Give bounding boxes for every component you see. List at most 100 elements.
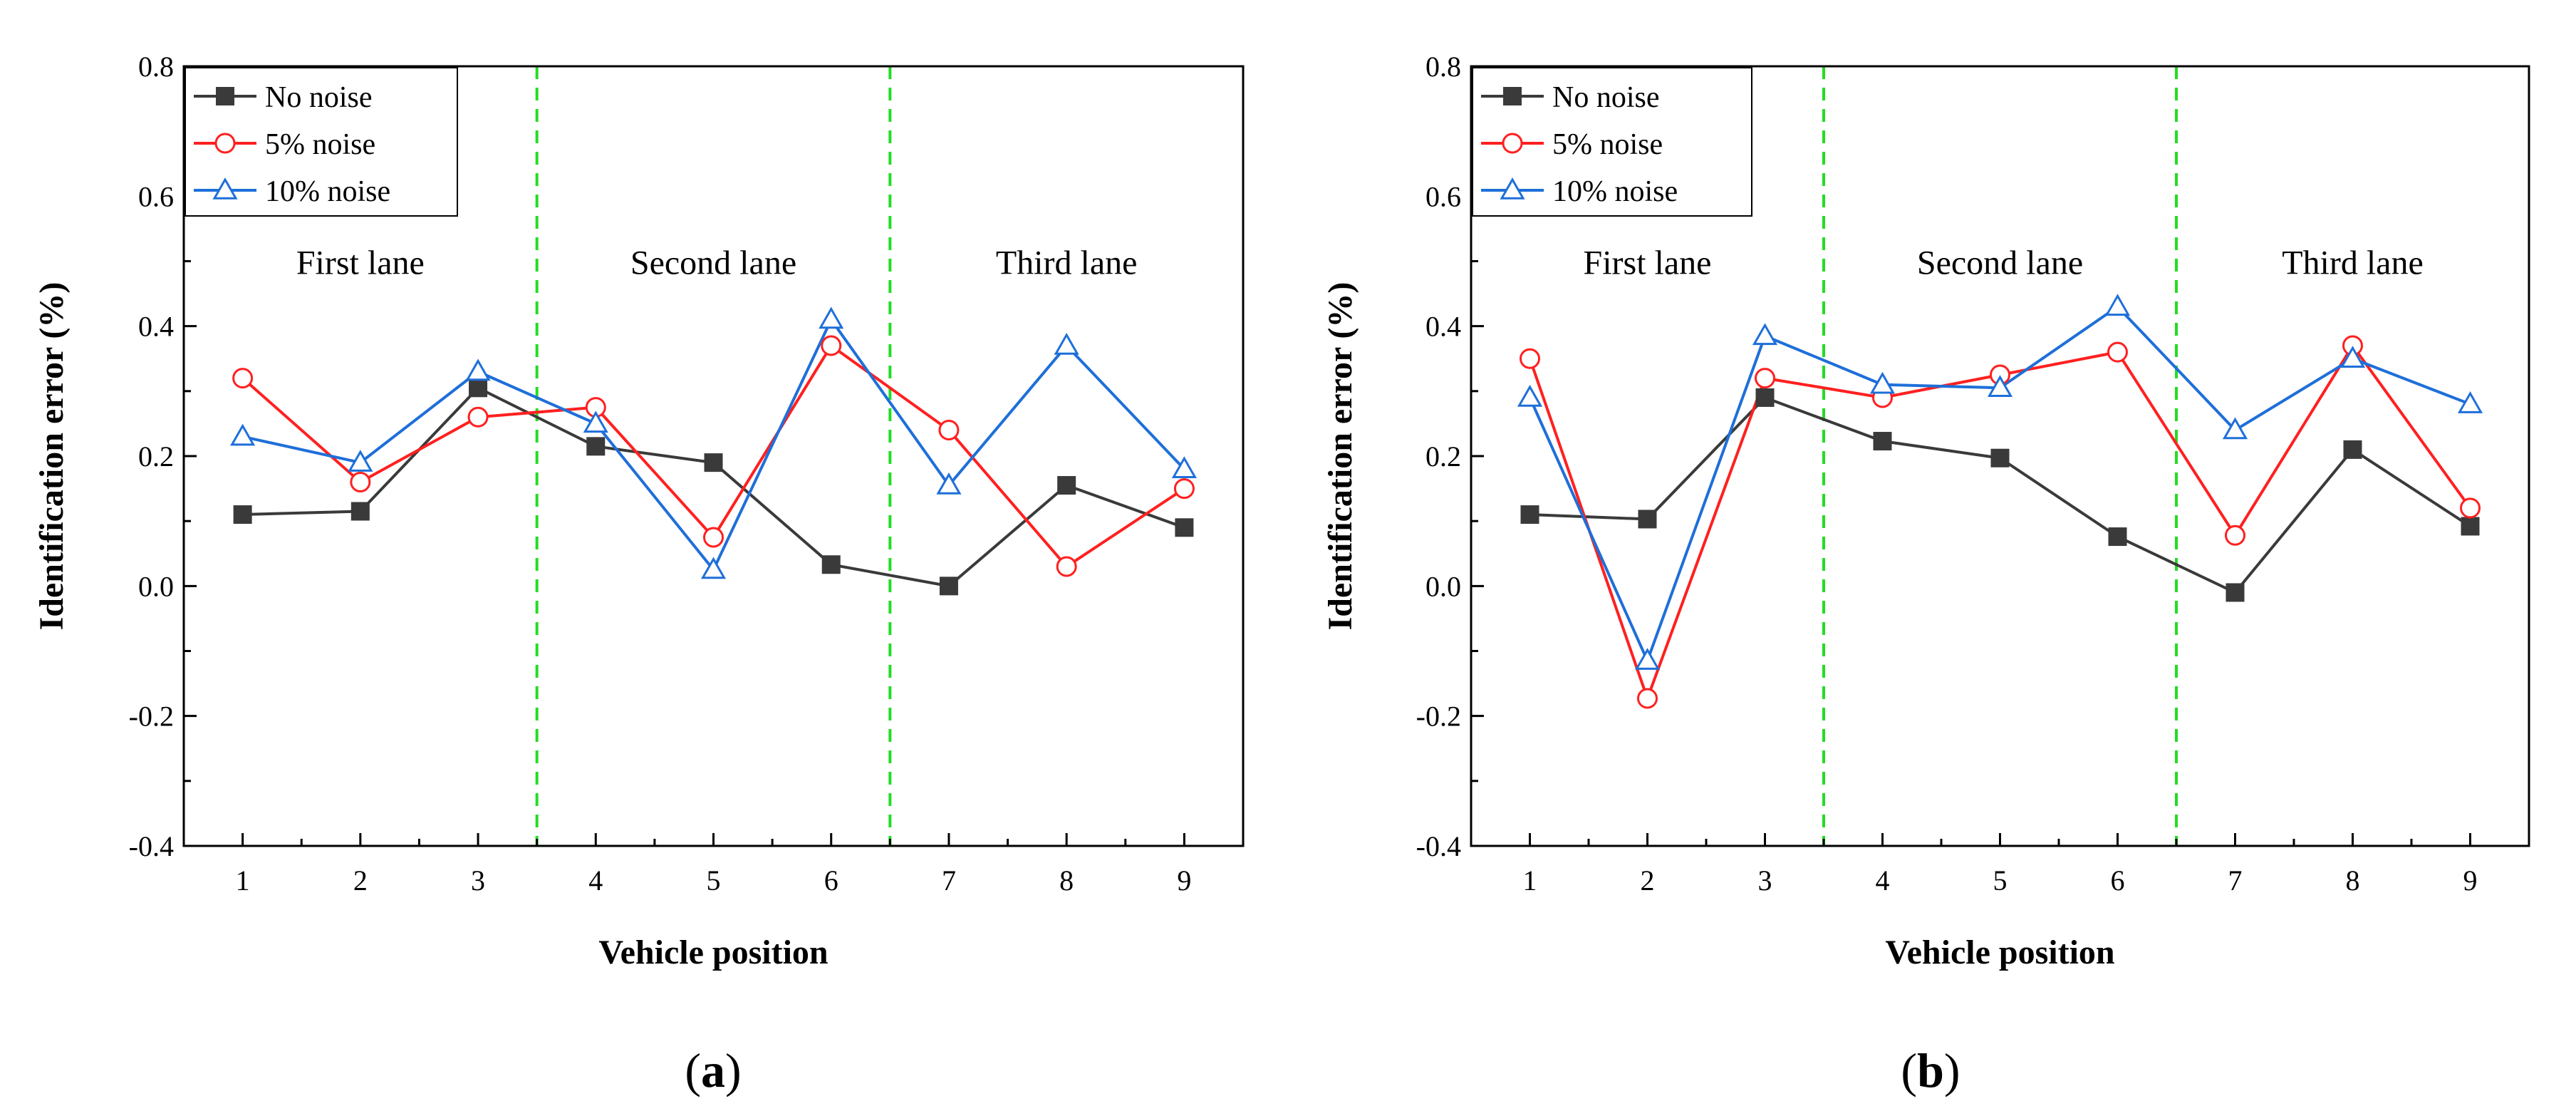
series-2-point-5 bbox=[703, 527, 724, 548]
series-line-2 bbox=[1528, 343, 2472, 703]
series-1-point-2 bbox=[350, 502, 370, 521]
x-tick-label: 5 bbox=[1993, 864, 2008, 897]
series-3-point-3 bbox=[1752, 323, 1778, 346]
lane-label-2: Second lane bbox=[1917, 244, 2083, 282]
y-tick-label: -0.2 bbox=[129, 701, 174, 733]
series-2-point-3 bbox=[467, 406, 489, 428]
legend-label-1: No noise bbox=[1552, 81, 1660, 114]
legend-marker-2 bbox=[214, 133, 236, 154]
series-2-point-6 bbox=[821, 335, 842, 356]
legend-marker-3 bbox=[212, 177, 238, 200]
series-3-point-8 bbox=[2339, 346, 2366, 368]
series-2-point-1 bbox=[232, 368, 254, 389]
lane-label-1: First lane bbox=[1584, 244, 1712, 282]
x-tick-label: 3 bbox=[471, 864, 485, 897]
legend-label-2: 5% noise bbox=[1552, 128, 1663, 161]
panel-caption: (a) bbox=[685, 1043, 741, 1097]
series-1-point-3 bbox=[469, 378, 488, 398]
series-3-point-9 bbox=[1171, 456, 1197, 478]
x-tick-label: 8 bbox=[2346, 864, 2360, 897]
x-tick-label: 9 bbox=[2463, 864, 2478, 897]
lane-label-3: Third lane bbox=[996, 244, 1138, 282]
series-1-point-9 bbox=[1175, 518, 1194, 537]
x-tick-label: 6 bbox=[824, 864, 838, 897]
series-2-point-8 bbox=[1056, 556, 1077, 577]
series-1-point-5 bbox=[704, 453, 723, 472]
x-tick-label: 5 bbox=[707, 864, 721, 897]
x-axis-title: Vehicle position bbox=[1885, 934, 2114, 971]
series-1-point-6 bbox=[821, 555, 841, 574]
series-1-point-9 bbox=[2461, 517, 2480, 536]
series-1-point-8 bbox=[1057, 476, 1076, 495]
series-3-point-6 bbox=[2104, 294, 2131, 316]
series-1-point-8 bbox=[2343, 440, 2362, 459]
series-3-point-1 bbox=[230, 423, 256, 446]
series-line-3 bbox=[1528, 304, 2471, 665]
series-1-point-4 bbox=[586, 437, 606, 456]
series-2-point-6 bbox=[2107, 341, 2128, 363]
series-2-point-9 bbox=[2460, 497, 2481, 519]
series-1-point-7 bbox=[939, 577, 958, 596]
x-tick-label: 2 bbox=[353, 864, 368, 897]
series-2-point-2 bbox=[1637, 688, 1658, 709]
x-tick-label: 9 bbox=[1177, 864, 1191, 897]
y-axis-title: Identification error (%) bbox=[33, 282, 71, 631]
legend-marker-2 bbox=[1502, 133, 1523, 154]
x-tick-label: 4 bbox=[588, 864, 603, 897]
series-3-point-9 bbox=[2457, 391, 2483, 413]
series-3-point-3 bbox=[465, 358, 491, 381]
panel-caption: (b) bbox=[1901, 1043, 1960, 1097]
y-tick-label: 0.4 bbox=[1425, 311, 1461, 343]
lane-label-2: Second lane bbox=[630, 244, 796, 282]
series-2-point-7 bbox=[938, 420, 960, 441]
series-3-point-1 bbox=[1517, 384, 1543, 407]
series-1-point-7 bbox=[2226, 583, 2245, 602]
y-tick-label: 0.6 bbox=[138, 180, 174, 212]
x-tick-label: 6 bbox=[2111, 864, 2125, 897]
y-tick-label: 0.4 bbox=[138, 311, 174, 343]
lane-label-3: Third lane bbox=[2282, 244, 2424, 282]
chart-panel-a: -0.4 -0.2 0.0 0.2 0.4 0.6 0.8 1 2 3 4 5 6 7 8 9 Vehicle … bbox=[33, 51, 1245, 1097]
series-3-point-8 bbox=[1054, 332, 1079, 355]
legend-label-2: 5% noise bbox=[265, 128, 375, 161]
series-3-point-7 bbox=[936, 472, 962, 495]
legend: No noise 5% noise 10% noise bbox=[1472, 67, 1752, 217]
y-tick-label: 0.8 bbox=[138, 51, 174, 83]
series-line-1 bbox=[1530, 396, 2471, 594]
series-3-point-6 bbox=[819, 306, 844, 329]
series-3-point-2 bbox=[348, 450, 373, 472]
series-1-point-2 bbox=[1638, 510, 1657, 529]
legend-label-3: 10% noise bbox=[265, 175, 390, 208]
lane-label-1: First lane bbox=[296, 244, 425, 282]
x-tick-label: 7 bbox=[2228, 864, 2243, 897]
legend-marker-1 bbox=[1503, 87, 1522, 105]
x-tick-label: 8 bbox=[1059, 864, 1074, 897]
series-3-point-4 bbox=[583, 410, 608, 433]
series-2-point-9 bbox=[1173, 478, 1195, 500]
x-tick-label: 3 bbox=[1758, 864, 1772, 897]
legend-marker-1 bbox=[216, 87, 234, 105]
x-tick-label: 1 bbox=[1523, 864, 1537, 897]
series-1-point-5 bbox=[1990, 448, 2010, 467]
y-tick-label: 0.0 bbox=[1425, 570, 1461, 602]
series-3-point-7 bbox=[2222, 417, 2248, 440]
series-1-point-4 bbox=[1873, 432, 1892, 451]
y-tick-label: 0.8 bbox=[1425, 51, 1461, 83]
series-2-point-2 bbox=[350, 471, 371, 492]
legend-label-1: No noise bbox=[265, 81, 373, 114]
x-axis-title: Vehicle position bbox=[598, 934, 828, 971]
series-2-point-7 bbox=[2225, 525, 2245, 546]
series-1-point-1 bbox=[233, 505, 252, 525]
y-axis-title: Identification error (%) bbox=[1321, 282, 1359, 631]
x-tick-label: 4 bbox=[1876, 864, 1890, 897]
legend: No noise 5% noise 10% noise bbox=[185, 67, 458, 217]
series-2-point-3 bbox=[1755, 368, 1775, 389]
series-3-point-2 bbox=[1634, 648, 1661, 670]
y-tick-label: 0.0 bbox=[138, 570, 174, 602]
y-tick-label: -0.4 bbox=[129, 830, 174, 862]
series-1-point-1 bbox=[1520, 505, 1539, 525]
y-tick-label: -0.4 bbox=[1416, 830, 1461, 862]
series-1-point-6 bbox=[2108, 527, 2127, 547]
y-tick-label: -0.2 bbox=[1416, 701, 1461, 733]
